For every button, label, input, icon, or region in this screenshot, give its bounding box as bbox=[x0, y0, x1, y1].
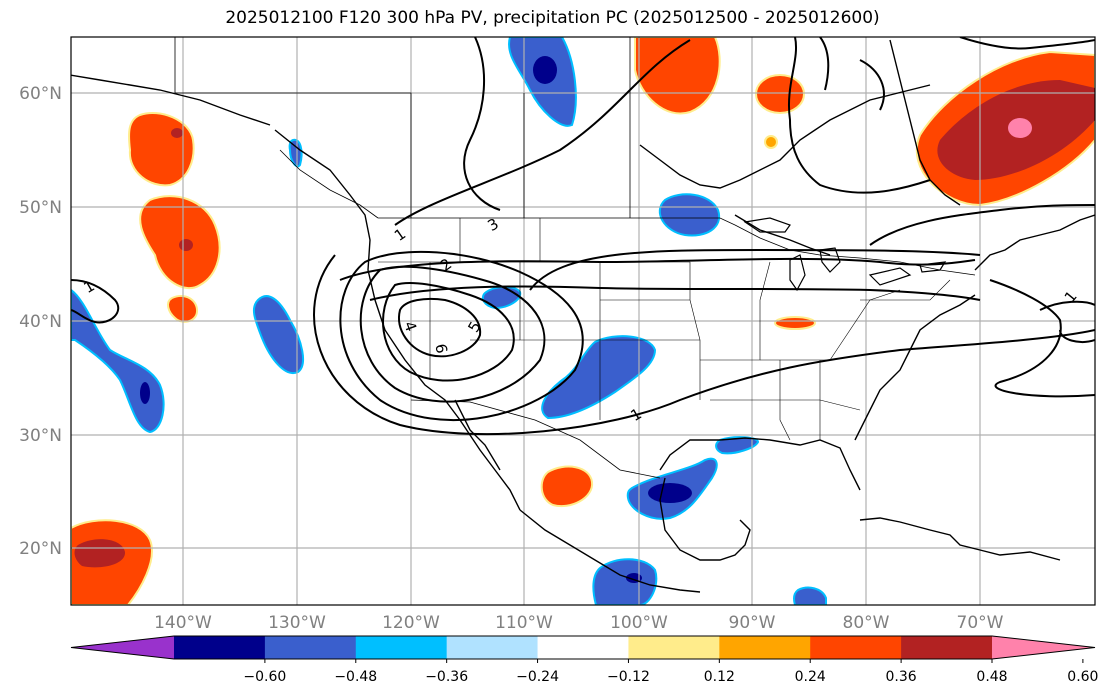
lon-label: 110°W bbox=[495, 613, 553, 633]
colorbar-tick-label: −0.24 bbox=[516, 669, 559, 685]
colorbar-tick-label: 0.12 bbox=[704, 669, 735, 685]
colorbar-extend-low bbox=[71, 636, 174, 659]
colorbar-segment bbox=[446, 636, 539, 659]
precip-positive-blob bbox=[774, 316, 816, 330]
precip-positive-blob bbox=[755, 74, 805, 114]
colorbar-tick-label: 0.24 bbox=[795, 669, 826, 685]
lon-label: 130°W bbox=[268, 613, 326, 633]
colorbar-tick-label: −0.60 bbox=[243, 669, 286, 685]
precip-positive-blob bbox=[540, 465, 594, 508]
map-frame bbox=[70, 36, 1096, 606]
colorbar-segment bbox=[810, 636, 902, 659]
precip-strong-negative-core bbox=[140, 382, 150, 404]
map-plot-area: 1 2 3 4 5 6 1 1 1 bbox=[71, 37, 1095, 605]
contour-label: 1 bbox=[81, 277, 98, 297]
precip-negative-blob bbox=[252, 295, 305, 375]
contour-label: 1 bbox=[391, 225, 409, 245]
precip-max-core bbox=[1008, 118, 1032, 138]
colorbar-segment bbox=[355, 636, 448, 659]
colorbar-segment bbox=[174, 636, 266, 659]
colorbar-tick-label: 0.48 bbox=[976, 669, 1007, 685]
precip-negative-blob bbox=[592, 558, 658, 605]
precip-negative-blob bbox=[541, 335, 657, 420]
precip-positive-blob bbox=[634, 37, 721, 115]
colorbar-segment bbox=[264, 636, 357, 659]
colorbar-tick-label: −0.48 bbox=[334, 669, 377, 685]
lat-label: 40°N bbox=[19, 312, 62, 332]
longitude-labels: 140°W 130°W 120°W 110°W 100°W 90°W 80°W … bbox=[154, 613, 1004, 633]
colorbar: −0.60 −0.48 −0.36 −0.24 −0.12 0.12 0.24 0.36 0.4… bbox=[70, 635, 1098, 685]
colorbar-segment bbox=[537, 636, 629, 659]
precip-negative-blob bbox=[715, 436, 760, 455]
colorbar-tick-label: −0.12 bbox=[607, 669, 650, 685]
precip-negative-blob bbox=[793, 586, 827, 605]
colorbar-extend-high bbox=[992, 636, 1095, 659]
colorbar-segment bbox=[628, 636, 720, 659]
colorbar-segment bbox=[901, 636, 993, 659]
colorbar-tick-label: 0.36 bbox=[886, 669, 917, 685]
precip-anomaly-fill bbox=[71, 37, 1095, 605]
colorbar-tick-label: 0.60 bbox=[1067, 669, 1098, 685]
precip-positive-blob bbox=[128, 112, 195, 187]
precip-strong-negative-core bbox=[648, 483, 692, 503]
precip-negative-blob bbox=[658, 193, 721, 237]
lat-label: 60°N bbox=[19, 84, 62, 104]
lon-label: 90°W bbox=[729, 613, 776, 633]
map-title: 2025012100 F120 300 hPa PV, precipitatio… bbox=[225, 8, 880, 28]
contour-label: 6 bbox=[431, 342, 450, 355]
lat-label: 30°N bbox=[19, 426, 62, 446]
precip-positive-blob bbox=[764, 135, 778, 149]
lon-label: 70°W bbox=[957, 613, 1004, 633]
colorbar-segment bbox=[719, 636, 811, 659]
great-lakes bbox=[743, 217, 947, 292]
precip-strong-negative-core bbox=[533, 56, 557, 84]
pv-contours bbox=[71, 37, 1095, 436]
lon-label: 80°W bbox=[843, 613, 890, 633]
precip-strong-core bbox=[74, 539, 126, 568]
latitude-labels: 20°N 30°N 40°N 50°N 60°N bbox=[19, 84, 62, 559]
lon-label: 140°W bbox=[154, 613, 212, 633]
precip-strong-core bbox=[171, 128, 183, 138]
contour-label: 1 bbox=[628, 405, 645, 425]
lat-label: 20°N bbox=[19, 539, 62, 559]
lat-label: 50°N bbox=[19, 198, 62, 218]
lon-label: 100°W bbox=[610, 613, 668, 633]
precip-negative-blob bbox=[481, 285, 522, 310]
precip-strong-core bbox=[179, 239, 193, 251]
lon-label: 120°W bbox=[382, 613, 440, 633]
colorbar-outline bbox=[70, 635, 1096, 660]
colorbar-tick-label: −0.36 bbox=[425, 669, 468, 685]
